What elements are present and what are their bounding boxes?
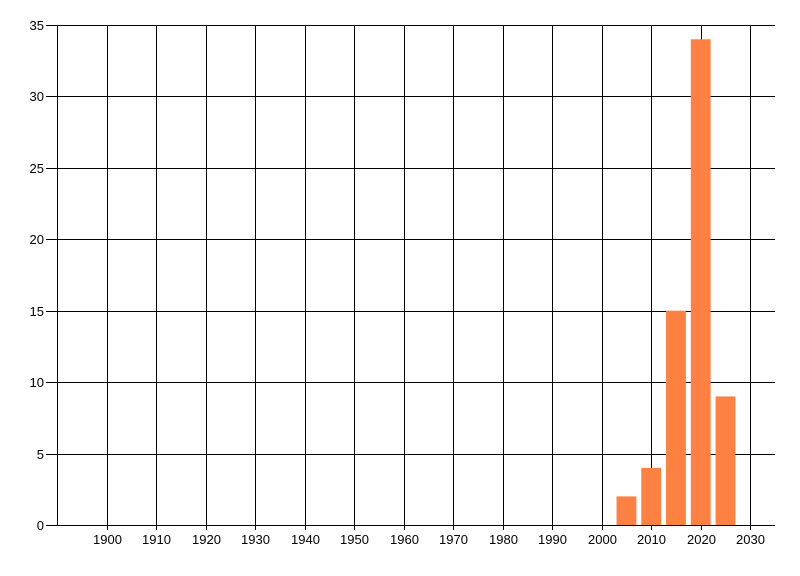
x-tick-label: 1910 [142,532,171,547]
y-tick-label: 25 [30,161,44,176]
y-tick-label: 15 [30,304,44,319]
x-tick-label: 2030 [736,532,765,547]
x-tick-label: 1970 [439,532,468,547]
bar [715,396,736,525]
y-tick-label: 35 [30,18,44,33]
y-tick-label: 0 [37,518,44,533]
y-tick-label: 20 [30,232,44,247]
x-tick-label: 1940 [291,532,320,547]
bar [641,467,662,525]
x-tick-label: 1990 [538,532,567,547]
x-tick-label: 1980 [489,532,518,547]
y-tick-label: 10 [30,375,44,390]
x-tick-label: 1960 [390,532,419,547]
bar [616,496,637,525]
x-tick-label: 2010 [637,532,666,547]
bar [666,310,686,525]
x-tick-label: 1950 [340,532,369,547]
x-tick-label: 1930 [241,532,270,547]
x-tick-label: 2000 [588,532,617,547]
x-tick-label: 1920 [192,532,221,547]
bar [690,39,711,526]
x-tick-label: 1900 [93,532,122,547]
x-tick-label: 2020 [687,532,716,547]
y-tick-label: 5 [37,447,44,462]
y-tick-label: 30 [30,89,44,104]
